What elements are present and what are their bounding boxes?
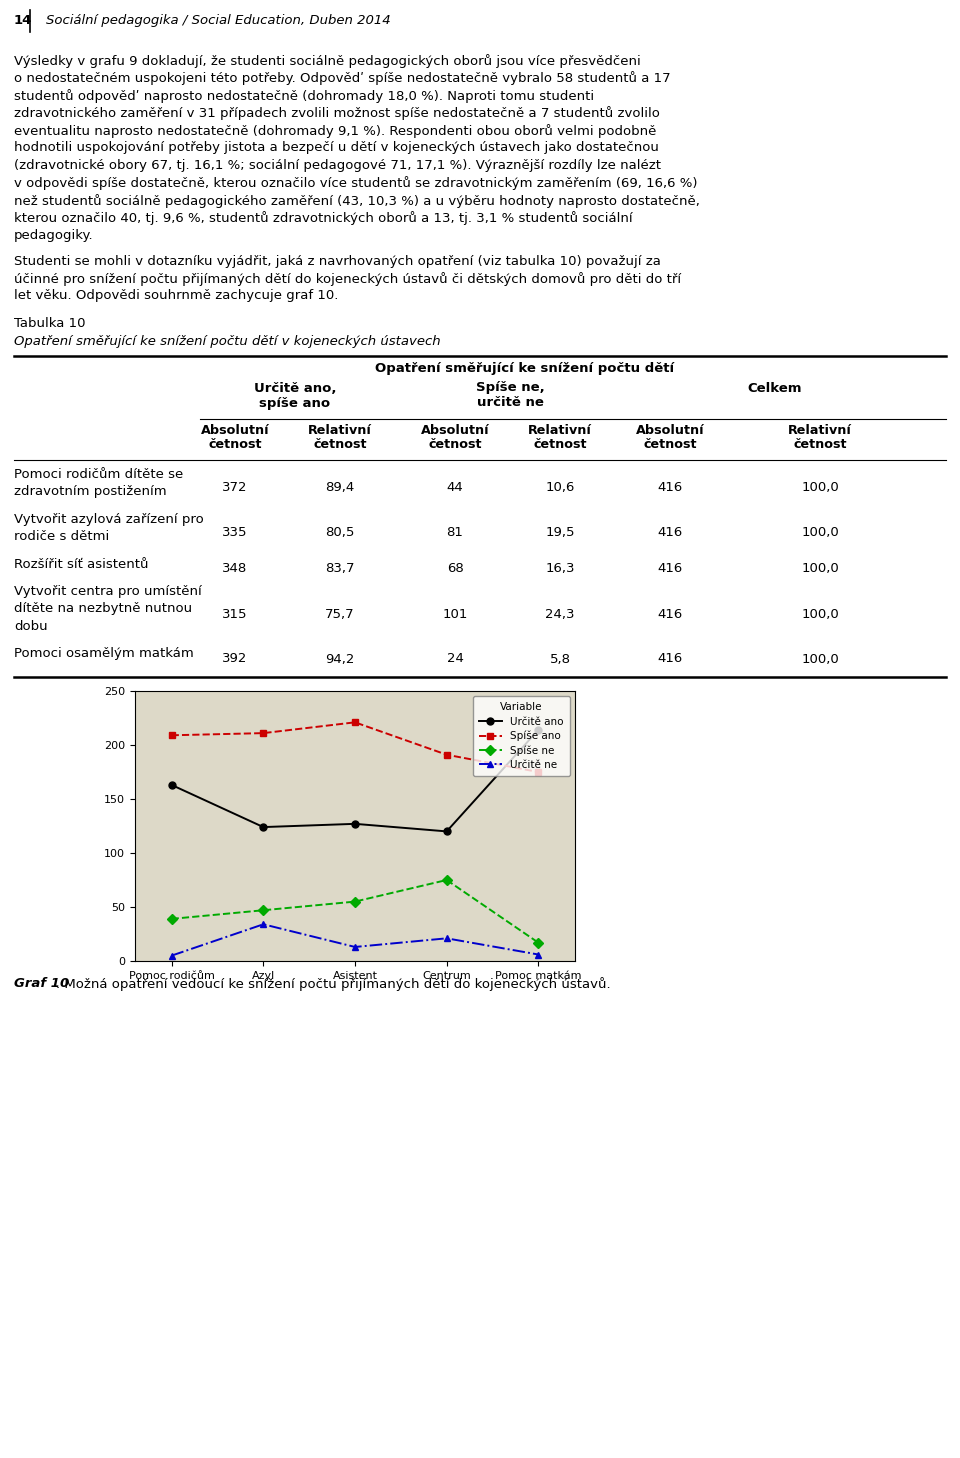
Text: zdravotním postižením: zdravotním postižením (14, 486, 167, 499)
Line: Určitě ne: Určitě ne (168, 921, 541, 959)
Text: (zdravotnické obory 67, tj. 16,1 %; sociální pedagogové 71, 17,1 %). Výraznější : (zdravotnické obory 67, tj. 16,1 %; soci… (14, 159, 661, 172)
Text: Sociální pedagogika / Social Education, Duben 2014: Sociální pedagogika / Social Education, … (46, 15, 391, 28)
Line: Spíše ano: Spíše ano (168, 719, 541, 776)
Určitě ne (349, 937, 361, 955)
Text: 100,0: 100,0 (802, 653, 839, 665)
Text: 392: 392 (223, 653, 248, 665)
Určitě ne (533, 946, 544, 964)
Text: Opatření směřující ke snížení počtu dětí: Opatření směřující ke snížení počtu dětí (375, 362, 675, 375)
Určitě ano (257, 818, 269, 835)
Určitě ne (166, 946, 178, 964)
Text: účinné pro snížení počtu přijímaných dětí do kojeneckých ústavů či dětských domo: účinné pro snížení počtu přijímaných dět… (14, 273, 682, 286)
Text: studentů odpovědʹ naprosto nedostatečně (dohromady 18,0 %). Naproti tomu student: studentů odpovědʹ naprosto nedostatečně … (14, 89, 594, 104)
Text: 75,7: 75,7 (325, 608, 355, 621)
Text: dobu: dobu (14, 620, 48, 633)
Text: 416: 416 (658, 608, 683, 621)
Text: Celkem: Celkem (748, 382, 803, 395)
Text: Pomoci rodičům dítěte se: Pomoci rodičům dítěte se (14, 468, 183, 481)
Text: 81: 81 (446, 526, 464, 539)
Text: 372: 372 (223, 481, 248, 494)
Text: Studenti se mohli v dotazníku vyjádřit, jaká z navrhovaných opatření (viz tabulk: Studenti se mohli v dotazníku vyjádřit, … (14, 255, 660, 267)
Spíše ne (349, 892, 361, 910)
Line: Spíše ne: Spíše ne (168, 876, 541, 946)
Text: Graf 10: Graf 10 (14, 977, 69, 990)
Text: . Možná opatření vedoucí ke snížení počtu přijímaných dětí do kojeneckých ústavů: . Možná opatření vedoucí ke snížení počt… (56, 977, 611, 991)
Text: Absolutní
četnost: Absolutní četnost (201, 423, 270, 452)
Text: 416: 416 (658, 653, 683, 665)
Spíše ano (166, 726, 178, 744)
Text: 19,5: 19,5 (545, 526, 575, 539)
Text: let věku. Odpovědi souhrnmě zachycuje graf 10.: let věku. Odpovědi souhrnmě zachycuje gr… (14, 290, 338, 302)
Text: dítěte na nezbytně nutnou: dítěte na nezbytně nutnou (14, 602, 192, 615)
Text: Pomoci osamělým matkám: Pomoci osamělým matkám (14, 647, 194, 660)
Text: 94,2: 94,2 (325, 653, 354, 665)
Text: 416: 416 (658, 481, 683, 494)
Spíše ne (166, 910, 178, 927)
Text: 14: 14 (14, 15, 33, 28)
Text: 89,4: 89,4 (325, 481, 354, 494)
Text: Opatření směřující ke snížení počtu dětí v kojeneckých ústavech: Opatření směřující ke snížení počtu dětí… (14, 334, 441, 347)
Text: Absolutní
četnost: Absolutní četnost (420, 423, 490, 452)
Určitě ano (349, 815, 361, 833)
Text: Vytvořit centra pro umístění: Vytvořit centra pro umístění (14, 585, 202, 598)
Text: Relativní
četnost: Relativní četnost (528, 423, 592, 452)
Spíše ne (441, 872, 452, 889)
Text: 335: 335 (223, 526, 248, 539)
Spíše ano (441, 746, 452, 764)
Text: zdravotnického zaměření v 31 případech zvolili možnost spíše nedostatečně a 7 st: zdravotnického zaměření v 31 případech z… (14, 106, 660, 121)
Text: Relativní
četnost: Relativní četnost (308, 423, 372, 452)
Text: 416: 416 (658, 526, 683, 539)
Text: Rozšířit síť asistentů: Rozšířit síť asistentů (14, 557, 149, 570)
Text: 416: 416 (658, 563, 683, 576)
Text: 83,7: 83,7 (325, 563, 355, 576)
Text: Vytvořit azylová zařízení pro: Vytvořit azylová zařízení pro (14, 513, 204, 525)
Text: pedagogiky.: pedagogiky. (14, 229, 94, 242)
Text: 44: 44 (446, 481, 464, 494)
Text: Spíše ne,
určitě ne: Spíše ne, určitě ne (475, 382, 544, 410)
Text: kterou označilo 40, tj. 9,6 %, studentů zdravotnických oborů a 13, tj. 3,1 % stu: kterou označilo 40, tj. 9,6 %, studentů … (14, 211, 633, 226)
Text: 101: 101 (443, 608, 468, 621)
Text: 100,0: 100,0 (802, 608, 839, 621)
Text: v odpovědi spíše dostatečně, kterou označilo více studentů se zdravotnickým zamě: v odpovědi spíše dostatečně, kterou ozna… (14, 176, 698, 191)
Text: 80,5: 80,5 (325, 526, 354, 539)
Spíše ne (257, 901, 269, 919)
Text: 68: 68 (446, 563, 464, 576)
Text: 10,6: 10,6 (545, 481, 575, 494)
Text: 24,3: 24,3 (545, 608, 575, 621)
Text: 100,0: 100,0 (802, 563, 839, 576)
Text: 348: 348 (223, 563, 248, 576)
Určitě ano (166, 776, 178, 793)
Text: rodiče s dětmi: rodiče s dětmi (14, 531, 109, 542)
Text: 24: 24 (446, 653, 464, 665)
Spíše ano (349, 713, 361, 730)
Text: Relativní
četnost: Relativní četnost (788, 423, 852, 452)
Spíše ano (533, 763, 544, 780)
Text: 315: 315 (223, 608, 248, 621)
Spíše ano (257, 725, 269, 742)
Legend: Určitě ano, Spíše ano, Spíše ne, Určitě ne: Určitě ano, Spíše ano, Spíše ne, Určitě … (472, 697, 570, 776)
Text: Určitě ano,
spíše ano: Určitě ano, spíše ano (253, 382, 336, 410)
Určitě ne (257, 916, 269, 933)
Text: Absolutní
četnost: Absolutní četnost (636, 423, 705, 452)
Text: než studentů sociálně pedagogického zaměření (43, 10,3 %) a u výběru hodnoty nap: než studentů sociálně pedagogického zamě… (14, 194, 700, 208)
Text: eventualitu naprosto nedostatečně (dohromady 9,1 %). Respondenti obou oborů velm: eventualitu naprosto nedostatečně (dohro… (14, 124, 657, 139)
Určitě ne (441, 930, 452, 948)
Spíše ne (533, 935, 544, 952)
Text: hodnotili uspokojování potřeby jistota a bezpečí u dětí v kojeneckých ústavech j: hodnotili uspokojování potřeby jistota a… (14, 141, 659, 155)
Určitě ano (441, 822, 452, 840)
Text: 5,8: 5,8 (549, 653, 570, 665)
Určitě ano (533, 722, 544, 739)
Text: Výsledky v grafu 9 dokladují, že studenti sociálně pedagogických oborů jsou více: Výsledky v grafu 9 dokladují, že student… (14, 54, 640, 69)
Text: 16,3: 16,3 (545, 563, 575, 576)
Text: Tabulka 10: Tabulka 10 (14, 316, 85, 330)
Text: 100,0: 100,0 (802, 481, 839, 494)
Text: 100,0: 100,0 (802, 526, 839, 539)
Line: Určitě ano: Určitě ano (168, 726, 541, 835)
Text: o nedostatečném uspokojeni této potřeby. Odpovědʹ spíše nedostatečně vybralo 58 : o nedostatečném uspokojeni této potřeby.… (14, 71, 671, 86)
